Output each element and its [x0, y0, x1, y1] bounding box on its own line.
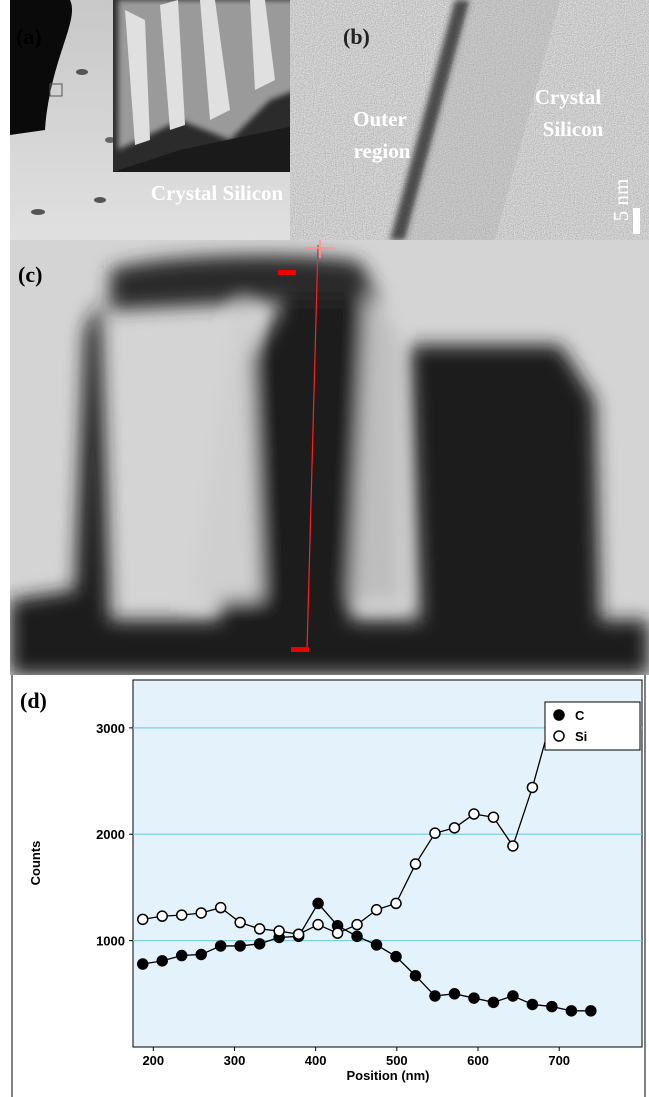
data-point [157, 956, 167, 966]
data-point [566, 1006, 576, 1016]
x-tick-label: 200 [142, 1053, 164, 1068]
data-point [508, 841, 518, 851]
legend-marker [554, 731, 564, 741]
data-point [449, 823, 459, 833]
data-point [527, 782, 537, 792]
data-point [196, 908, 206, 918]
data-point [586, 1006, 596, 1016]
label: Crystal [535, 85, 602, 109]
data-point [294, 929, 304, 939]
data-point [177, 910, 187, 920]
x-axis-label: Position (nm) [346, 1068, 429, 1083]
data-point [196, 949, 206, 959]
data-point [255, 924, 265, 934]
legend-box [545, 702, 640, 750]
x-tick-label: 700 [548, 1053, 570, 1068]
data-point [488, 997, 498, 1007]
panel-label: (c) [18, 262, 42, 287]
legend-marker [554, 710, 564, 720]
data-point [469, 809, 479, 819]
data-point [372, 940, 382, 950]
data-point [488, 812, 498, 822]
panel-label: (b) [343, 24, 370, 49]
data-point [333, 928, 343, 938]
y-tick-label: 3000 [96, 721, 125, 736]
panel-a: (a) Crystal Silicon [10, 0, 322, 240]
data-point [216, 941, 226, 951]
figure: (a) Crystal Silicon (b) Outer region Cry… [0, 0, 649, 1097]
x-tick-label: 500 [386, 1053, 408, 1068]
data-point [235, 941, 245, 951]
caption: Crystal Silicon [151, 181, 284, 205]
legend: C Si [545, 702, 640, 750]
label: Silicon [543, 117, 604, 141]
data-point [430, 828, 440, 838]
y-tick-label: 2000 [96, 827, 125, 842]
data-point [372, 905, 382, 915]
data-point [216, 903, 226, 913]
data-point [391, 952, 401, 962]
data-point [138, 914, 148, 924]
data-point [508, 991, 518, 1001]
data-point [430, 991, 440, 1001]
data-point [235, 918, 245, 928]
y-axis-label: Counts [28, 841, 43, 886]
legend-label: C [575, 708, 585, 723]
data-point [527, 999, 537, 1009]
x-tick-label: 600 [467, 1053, 489, 1068]
legend-label: Si [575, 729, 587, 744]
x-tick-label: 300 [224, 1053, 246, 1068]
panel-label: (d) [20, 688, 47, 713]
data-point [391, 898, 401, 908]
panel-c: (c) [10, 240, 649, 675]
data-point [255, 939, 265, 949]
scale-bar [633, 208, 640, 234]
label: Outer [353, 107, 407, 131]
panel-label: (a) [16, 24, 42, 49]
panel-b: (b) Outer region Crystal Silicon 5 nm [323, 0, 649, 240]
data-point [138, 959, 148, 969]
data-point [313, 898, 323, 908]
data-point [449, 989, 459, 999]
data-point [352, 931, 362, 941]
data-point [411, 971, 421, 981]
x-tick-label: 400 [305, 1053, 327, 1068]
data-point [177, 951, 187, 961]
y-tick-label: 1000 [96, 934, 125, 949]
label: region [354, 139, 411, 163]
data-point [411, 859, 421, 869]
data-point [469, 993, 479, 1003]
scale-label: 5 nm [609, 179, 633, 222]
data-point [352, 920, 362, 930]
data-point [274, 926, 284, 936]
data-point [157, 911, 167, 921]
data-point [547, 1002, 557, 1012]
data-point [313, 920, 323, 930]
panel-d: (d) Position (nm) Counts 1000 2000 3000 200… [10, 675, 645, 1097]
